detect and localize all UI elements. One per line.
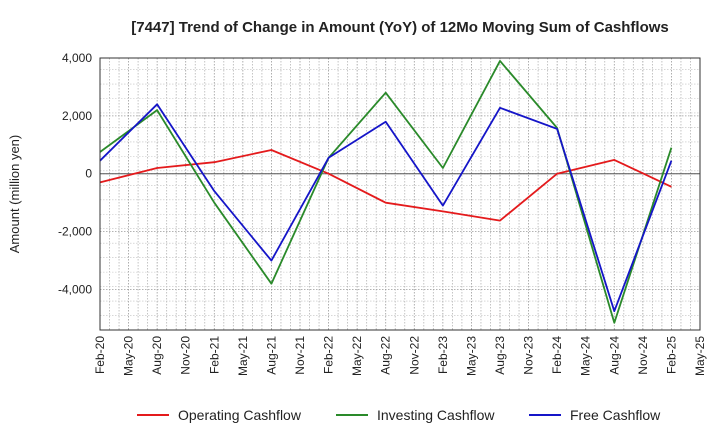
y-tick-label: 0: [85, 167, 92, 181]
x-tick-label: Feb-20: [93, 336, 107, 374]
plot-frame: [99, 57, 701, 331]
x-tick-label: May-21: [236, 336, 250, 376]
x-tick-label: Feb-21: [207, 336, 221, 374]
y-tick-label: 2,000: [62, 109, 92, 123]
x-tick-label: Nov-23: [522, 336, 536, 375]
plot-area: [100, 58, 700, 330]
legend-label: Operating Cashflow: [178, 407, 302, 423]
x-tick-label: May-22: [350, 336, 364, 376]
x-tick-label: Nov-24: [636, 336, 650, 375]
legend-label: Investing Cashflow: [377, 407, 495, 423]
x-tick-label: Aug-20: [150, 336, 164, 375]
x-tick-label: May-25: [693, 336, 707, 376]
x-tick-label: May-24: [579, 336, 593, 376]
series-layer: [99, 60, 673, 324]
x-tick-label: Aug-24: [607, 336, 621, 375]
x-tick-label: Feb-22: [322, 336, 336, 374]
y-tick-label: -2,000: [58, 225, 92, 239]
y-tick-label: -4,000: [58, 282, 92, 296]
x-tick-label: Feb-24: [550, 336, 564, 374]
grid-layer: [99, 57, 701, 331]
series-line-operating-cashflow: [99, 149, 672, 222]
x-tick-label: Nov-21: [293, 336, 307, 375]
x-tick-label: Aug-23: [493, 336, 507, 375]
x-tick-labels: Feb-20 May-20 Aug-20 Nov-20 Feb-21 May-21 Aug-…: [93, 336, 707, 376]
y-axis-label: Amount (million yen): [7, 135, 22, 254]
y-tick-label: 4,000: [62, 51, 92, 65]
x-tick-label: Nov-22: [407, 336, 421, 375]
legend-label: Free Cashflow: [570, 407, 661, 423]
x-tick-label: May-20: [122, 336, 136, 376]
x-tick-label: Aug-22: [379, 336, 393, 375]
x-tick-label: Feb-25: [664, 336, 678, 374]
x-tick-label: Feb-23: [436, 336, 450, 374]
x-tick-label: Aug-21: [264, 336, 278, 375]
series-line-free-cashflow: [99, 103, 673, 313]
legend: Operating Cashflow Investing Cashflow Free…: [137, 407, 661, 423]
x-tick-label: Nov-20: [179, 336, 193, 375]
chart-title: [7447] Trend of Change in Amount (YoY) o…: [131, 19, 669, 36]
y-tick-labels: 4,000 2,000 0 -2,000 -4,000: [58, 51, 92, 296]
series-line-investing-cashflow: [99, 60, 673, 324]
x-tick-label: May-23: [464, 336, 478, 376]
